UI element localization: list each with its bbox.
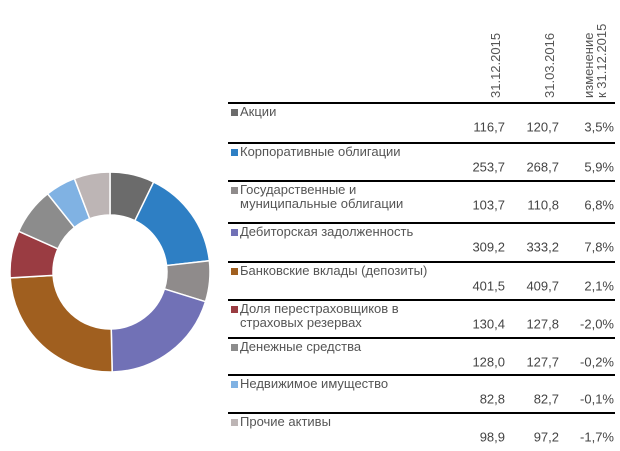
column-header-group: изменениек 31.12.2015 bbox=[581, 24, 609, 98]
table-change: -0,2% bbox=[580, 354, 614, 369]
table-value: 128,0 bbox=[472, 354, 505, 369]
legend-swatch bbox=[231, 229, 238, 236]
table-value: 97,2 bbox=[534, 429, 559, 444]
table-value: 82,7 bbox=[534, 391, 559, 406]
row-label: Банковские вклады (депозиты) bbox=[240, 263, 427, 278]
donut-slice bbox=[73, 171, 111, 220]
table-change: 7,8% bbox=[584, 239, 614, 254]
table-value: 82,8 bbox=[480, 391, 505, 406]
row-label: Прочие активы bbox=[240, 414, 331, 429]
table-value: 116,7 bbox=[473, 119, 505, 134]
table-value: 127,8 bbox=[526, 316, 559, 331]
table-change: -1,7% bbox=[580, 429, 614, 444]
row-label: Государственные и муниципальные облигации bbox=[240, 182, 403, 211]
table-value: 110,8 bbox=[527, 197, 559, 212]
row-label: Недвижимое имущество bbox=[240, 376, 388, 391]
table-value: 268,7 bbox=[526, 159, 559, 174]
table-value: 333,2 bbox=[526, 239, 559, 254]
table-value: 130,4 bbox=[472, 316, 505, 331]
table-value: 253,7 bbox=[472, 159, 505, 174]
table-change: -0,1% bbox=[580, 391, 614, 406]
table-change: 3,5% bbox=[584, 119, 614, 134]
row-label: Дебиторская задолженность bbox=[240, 224, 413, 239]
donut-slice bbox=[110, 287, 207, 373]
legend-swatch bbox=[231, 381, 238, 388]
table-value: 98,9 bbox=[480, 429, 505, 444]
row-label: Доля перестраховщиков в страховых резерва… bbox=[240, 301, 399, 330]
legend-swatch bbox=[231, 149, 238, 156]
table-change: 6,8% bbox=[584, 197, 614, 212]
table-change: 5,9% bbox=[584, 159, 614, 174]
column-header: 31.03.2016 bbox=[542, 33, 557, 98]
table-change: 2,1% bbox=[584, 278, 614, 293]
row-label: Корпоративные облигации bbox=[240, 144, 401, 159]
table-value: 120,7 bbox=[526, 119, 559, 134]
row-label: Денежные средства bbox=[240, 339, 362, 354]
donut-slice bbox=[9, 274, 113, 373]
legend-swatch bbox=[231, 109, 238, 116]
legend-swatch bbox=[231, 306, 238, 313]
legend-swatch bbox=[231, 187, 238, 194]
legend-swatch bbox=[231, 419, 238, 426]
column-header-group: 31.03.2016 bbox=[542, 33, 557, 98]
table-value: 401,5 bbox=[472, 278, 505, 293]
table-value: 309,2 bbox=[472, 239, 505, 254]
table-value: 409,7 bbox=[526, 278, 559, 293]
column-header-group: 31.12.2015 bbox=[488, 33, 503, 98]
table-change: -2,0% bbox=[580, 316, 614, 331]
legend-swatch bbox=[231, 268, 238, 275]
table-value: 103,7 bbox=[472, 197, 505, 212]
column-header: 31.12.2015 bbox=[488, 33, 503, 98]
column-header: изменениек 31.12.2015 bbox=[581, 24, 609, 98]
table-value: 127,7 bbox=[526, 354, 559, 369]
legend-swatch bbox=[231, 344, 238, 351]
row-label: Акции bbox=[240, 104, 276, 119]
